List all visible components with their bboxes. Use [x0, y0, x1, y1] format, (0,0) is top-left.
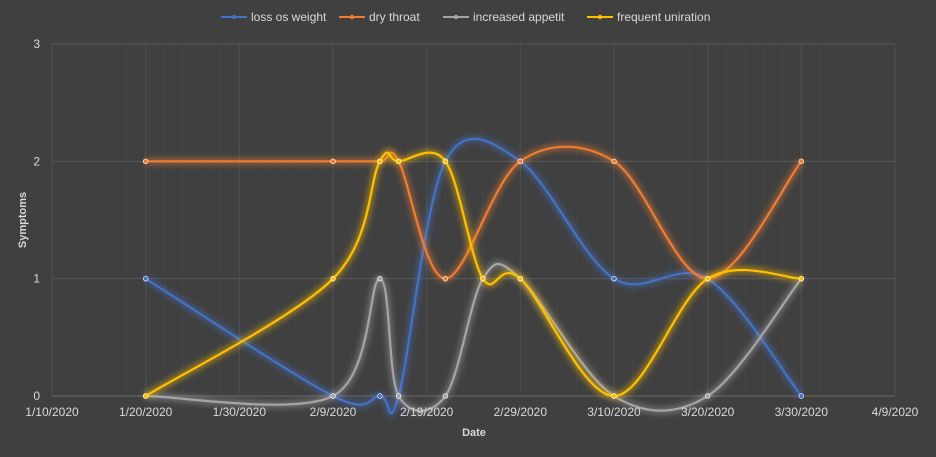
legend: loss os weight dry throat increased appeti… — [221, 10, 710, 24]
legend-label: loss os weight — [251, 10, 327, 24]
data-point — [330, 393, 336, 399]
x-tick-label: 2/19/2020 — [400, 405, 454, 419]
data-point — [330, 158, 336, 165]
data-point — [377, 275, 383, 282]
data-point — [798, 158, 805, 165]
data-point — [377, 393, 383, 399]
x-tick-label: 1/30/2020 — [213, 405, 267, 419]
legend-marker — [453, 14, 459, 20]
data-point — [142, 393, 149, 399]
x-axis-title: Date — [462, 427, 486, 439]
data-point — [330, 275, 336, 282]
x-tick-label: 3/30/2020 — [775, 405, 829, 419]
data-point — [611, 275, 617, 282]
y-axis-title: Symptoms — [17, 192, 29, 248]
series-line — [145, 145, 803, 280]
legend-marker — [231, 14, 237, 20]
data-point — [142, 275, 149, 282]
data-point — [517, 275, 524, 282]
y-tick-label: 0 — [33, 389, 40, 403]
data-point — [442, 393, 449, 399]
x-axis-ticks: 1/10/2020 1/20/2020 1/30/2020 2/9/2020 2/19/… — [25, 405, 918, 419]
data-point — [704, 275, 711, 282]
data-point — [480, 275, 486, 282]
grid-lines — [51, 43, 896, 397]
x-tick-label: 2/9/2020 — [310, 405, 357, 419]
y-tick-label: 1 — [33, 272, 40, 286]
legend-label: dry throat — [369, 10, 420, 24]
x-tick-label: 1/10/2020 — [25, 405, 79, 419]
series-frequent-uniration — [142, 149, 805, 400]
legend-entry: increased appetit — [443, 10, 565, 24]
data-point — [377, 158, 383, 165]
y-axis-ticks: 0 1 2 3 — [33, 37, 40, 403]
data-point — [611, 393, 617, 399]
data-point — [442, 275, 449, 282]
legend-marker — [597, 14, 603, 20]
x-tick-label: 3/10/2020 — [587, 405, 641, 419]
data-point — [798, 393, 805, 399]
x-tick-label: 3/20/2020 — [681, 405, 735, 419]
x-tick-label: 2/29/2020 — [494, 405, 548, 419]
data-point — [142, 158, 149, 165]
data-point — [395, 158, 402, 165]
x-tick-label: 1/20/2020 — [119, 405, 173, 419]
series-line — [145, 262, 803, 412]
series-line — [145, 151, 802, 398]
data-point — [442, 158, 449, 165]
legend-label: frequent uniration — [617, 10, 710, 24]
y-tick-label: 3 — [33, 37, 40, 51]
legend-marker — [349, 14, 355, 20]
x-tick-label: 4/9/2020 — [872, 405, 919, 419]
data-point — [611, 158, 617, 165]
data-point — [395, 393, 402, 399]
legend-label: increased appetit — [473, 10, 565, 24]
y-tick-label: 2 — [33, 154, 40, 168]
data-point — [517, 158, 524, 165]
legend-entry: dry throat — [339, 10, 420, 24]
legend-entry: loss os weight — [221, 10, 327, 24]
data-point — [704, 393, 711, 399]
plot-area — [142, 135, 805, 417]
data-point — [798, 275, 805, 282]
legend-entry: frequent uniration — [587, 10, 710, 24]
